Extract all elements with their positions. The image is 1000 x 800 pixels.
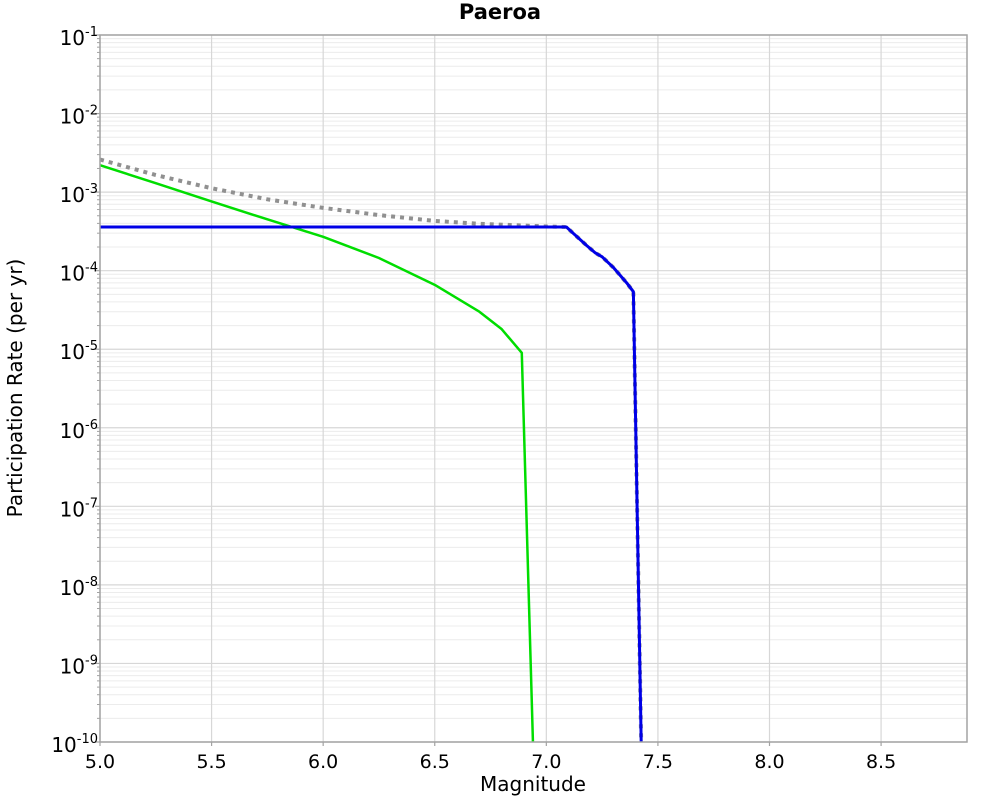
grid-minor-lines: [100, 38, 967, 719]
series-characteristic-blue: [100, 225, 643, 743]
axis-tick-marks: [95, 34, 882, 746]
x-tick-label: 8.5: [866, 751, 896, 773]
y-tick-label: 10-8: [60, 575, 98, 600]
y-tick-label: 10-5: [60, 339, 98, 364]
x-tick-label: 5.5: [196, 751, 226, 773]
y-tick-label: 10-4: [60, 261, 98, 286]
y-tick-label: 10-9: [60, 653, 98, 678]
series-gutenberg-richter-green: [99, 164, 535, 743]
x-tick-label: 7.0: [531, 751, 561, 773]
x-tick-label: 8.0: [754, 751, 784, 773]
y-tick-label: 10-1: [60, 25, 98, 50]
y-axis-label: Participation Rate (per yr): [3, 259, 27, 518]
y-tick-label: 10-10: [51, 732, 98, 757]
y-tick-label: 10-6: [60, 418, 98, 443]
x-tick-label: 6.0: [308, 751, 338, 773]
data-series-layer: [99, 157, 644, 743]
plot-frame: [99, 34, 968, 743]
y-tick-label: 10-2: [60, 104, 98, 129]
x-axis-label: Magnitude: [480, 772, 586, 796]
grid-major-lines: [99, 34, 967, 743]
y-tick-label: 10-7: [60, 496, 98, 521]
x-tick-label: 5.0: [85, 751, 115, 773]
y-tick-label: 10-3: [60, 182, 98, 207]
chart-title: Paeroa: [459, 0, 541, 24]
x-tick-label: 6.5: [420, 751, 450, 773]
x-tick-label: 7.5: [643, 751, 673, 773]
axis-tick-labels: 10-1 10-2 10-3 10-4 10-5 10-6 10-7 10-8 10-9 10-1…: [51, 25, 896, 773]
